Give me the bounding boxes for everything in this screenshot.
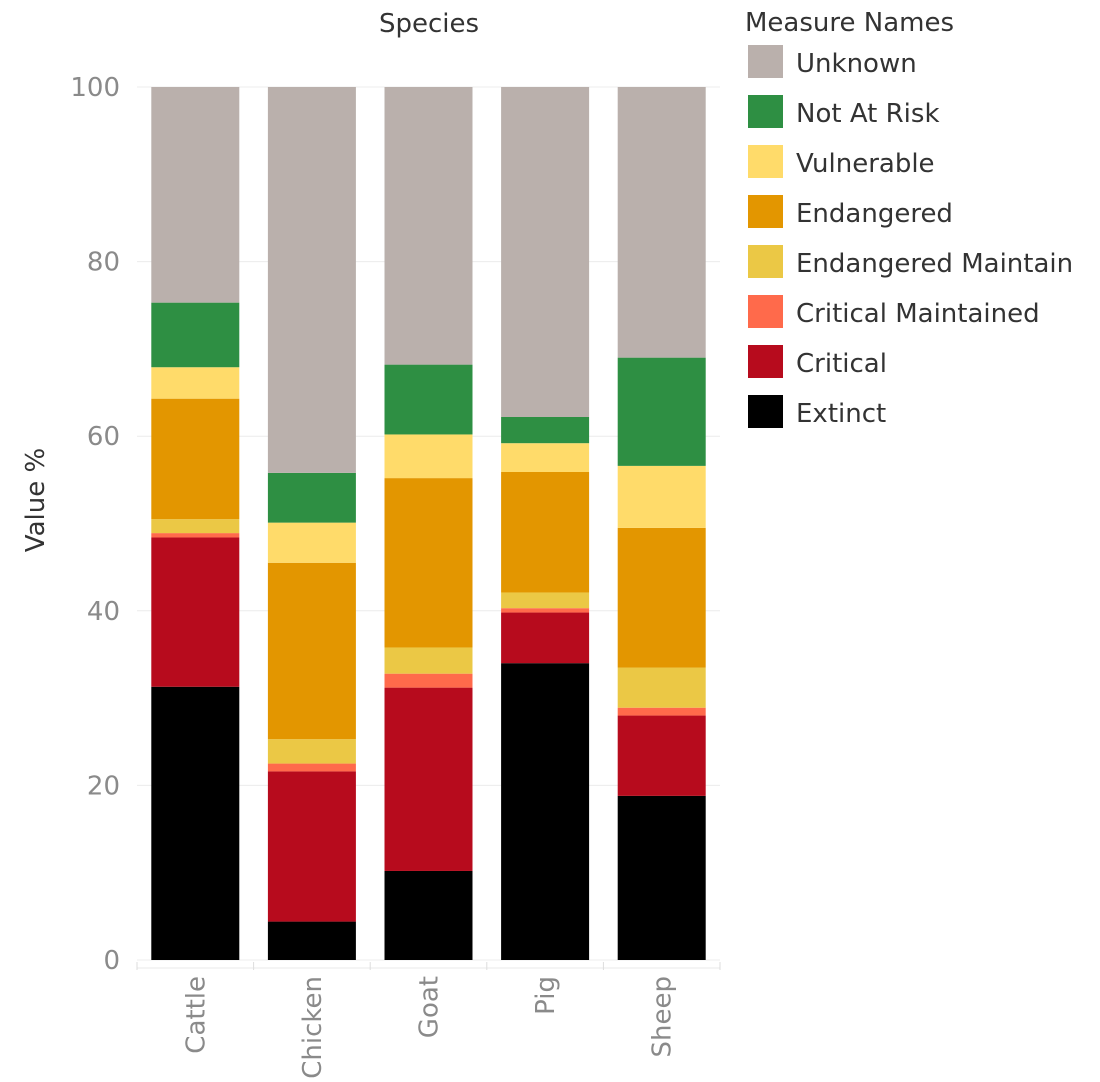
bar-segment-pig-vulnerable xyxy=(501,443,590,472)
bar-segment-cattle-unknown xyxy=(151,87,240,303)
bar-segment-cattle-extinct xyxy=(151,686,240,960)
bar-segment-sheep-vulnerable xyxy=(617,465,706,528)
column-header-title: Species xyxy=(379,9,479,39)
legend-swatch-endangered-maintain xyxy=(748,245,783,278)
bar-segment-chicken-endangered-maintain xyxy=(267,739,356,764)
bar-segment-goat-unknown xyxy=(384,87,473,365)
bar-segment-sheep-not-at-risk xyxy=(617,357,706,466)
bar-segment-chicken-vulnerable xyxy=(267,522,356,563)
bar-segment-chicken-extinct xyxy=(267,921,356,960)
bar-segment-chicken-critical-maintained xyxy=(267,763,356,772)
legend-label: Critical xyxy=(796,349,887,379)
legend-label: Vulnerable xyxy=(796,149,935,179)
bar-segment-goat-not-at-risk xyxy=(384,364,473,435)
legend-swatch-endangered xyxy=(748,195,783,228)
bar-segment-pig-endangered xyxy=(501,471,590,593)
legend-swatch-unknown xyxy=(748,45,783,78)
y-tick-label: 40 xyxy=(87,597,120,627)
legend-label: Not At Risk xyxy=(796,99,940,129)
bar-segment-cattle-critical-maintained xyxy=(151,533,240,538)
bar-segment-sheep-endangered xyxy=(617,527,706,668)
bar-segment-pig-not-at-risk xyxy=(501,416,590,444)
legend-items: Unknown Not At Risk Vulnerable Endangered En… xyxy=(748,45,1073,429)
legend-swatch-not-at-risk xyxy=(748,95,783,128)
bar-segment-pig-endangered-maintain xyxy=(501,592,590,609)
y-axis-title: Value % xyxy=(21,448,51,552)
y-tick-label: 20 xyxy=(87,771,120,801)
bar-segment-cattle-vulnerable xyxy=(151,367,240,399)
bar-segment-goat-vulnerable xyxy=(384,434,473,479)
bar-segment-pig-unknown xyxy=(501,87,590,417)
bar-segment-goat-critical-maintained xyxy=(384,673,473,688)
y-axis-ticks: 0 20 40 60 80 100 xyxy=(70,73,120,976)
bar-segment-goat-extinct xyxy=(384,870,473,960)
bar-segment-chicken-critical xyxy=(267,771,356,922)
legend-label: Critical Maintained xyxy=(796,299,1040,329)
x-category-label: Cattle xyxy=(181,976,211,1054)
bar-segment-pig-critical xyxy=(501,612,590,664)
x-category-label: Sheep xyxy=(648,976,678,1057)
y-tick-label: 80 xyxy=(87,248,120,278)
y-tick-label: 0 xyxy=(103,946,120,976)
bar-segment-sheep-extinct xyxy=(617,795,706,960)
y-tick-label: 100 xyxy=(70,73,120,103)
bar-segment-goat-endangered xyxy=(384,478,473,648)
x-axis-categories: Cattle Chicken Goat Pig Sheep xyxy=(136,962,721,1079)
legend-label: Extinct xyxy=(796,399,886,429)
legend-label: Endangered Maintain xyxy=(796,249,1073,279)
y-tick-label: 60 xyxy=(87,422,120,452)
bar-segment-chicken-endangered xyxy=(267,562,356,740)
legend-swatch-critical-maintained xyxy=(748,295,783,328)
legend-label: Endangered xyxy=(796,199,953,229)
bar-segment-cattle-not-at-risk xyxy=(151,302,240,368)
legend-title: Measure Names xyxy=(745,8,954,38)
bar-segment-goat-endangered-maintain xyxy=(384,647,473,674)
bar-segment-goat-critical xyxy=(384,687,473,871)
bar-segment-chicken-unknown xyxy=(267,87,356,473)
legend: Measure Names Unknown Not At Risk Vulnerab… xyxy=(745,8,1073,429)
bar-segment-cattle-endangered xyxy=(151,398,240,520)
bar-segment-cattle-endangered-maintain xyxy=(151,519,240,534)
bars xyxy=(151,87,706,960)
bar-segment-pig-extinct xyxy=(501,663,590,960)
legend-swatch-critical xyxy=(748,345,783,378)
bar-segment-sheep-unknown xyxy=(617,87,706,358)
legend-label: Unknown xyxy=(796,49,917,79)
x-category-label: Goat xyxy=(415,976,445,1038)
legend-swatch-extinct xyxy=(748,395,783,428)
bar-segment-pig-critical-maintained xyxy=(501,608,590,613)
bar-segment-sheep-critical xyxy=(617,715,706,796)
bar-segment-chicken-not-at-risk xyxy=(267,472,356,523)
bar-segment-sheep-endangered-maintain xyxy=(617,667,706,708)
bar-segment-cattle-critical xyxy=(151,537,240,687)
x-category-label: Pig xyxy=(531,976,561,1015)
legend-swatch-vulnerable xyxy=(748,145,783,178)
bar-segment-sheep-critical-maintained xyxy=(617,707,706,716)
x-category-label: Chicken xyxy=(298,976,328,1079)
